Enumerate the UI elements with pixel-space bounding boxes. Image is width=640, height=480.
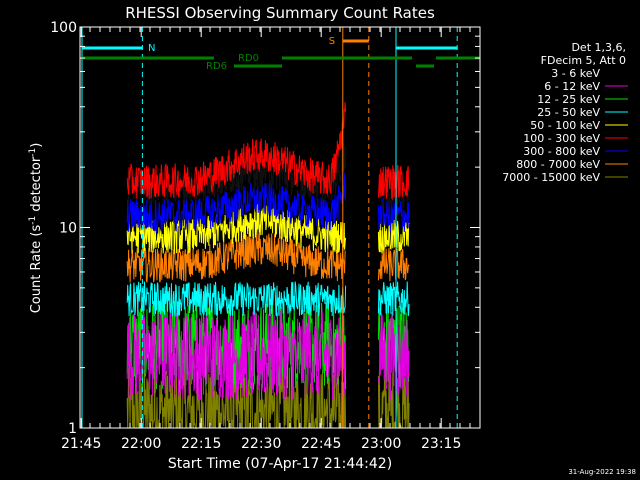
rd0-label: RD0: [238, 53, 259, 64]
y-label-part: Count Rate (s: [29, 225, 44, 314]
series-trace: [126, 281, 347, 318]
x-tick-label: 21:45: [61, 436, 101, 452]
y-label-part: detector: [29, 156, 44, 216]
legend-label: 100 - 300 keV: [523, 132, 600, 145]
y-tick-label: 1: [68, 421, 77, 437]
legend-header: FDecim 5, Att 0: [541, 54, 626, 67]
legend-label: 12 - 25 keV: [537, 93, 600, 106]
rd6-label: RD6: [206, 61, 227, 72]
x-tick-label: 22:30: [241, 436, 281, 452]
series-800-7000-kev: [126, 231, 410, 283]
chart-title: RHESSI Observing Summary Count Rates: [125, 4, 435, 22]
x-tick-label: 22:45: [301, 436, 341, 452]
x-axis-label: Start Time (07-Apr-17 21:44:42): [168, 456, 392, 472]
legend-header: Det 1,3,6,: [571, 41, 626, 54]
series-trace: [126, 231, 346, 283]
y-tick-label: 10: [59, 221, 77, 237]
legend-label: 300 - 800 keV: [523, 145, 600, 158]
x-tick-label: 23:00: [361, 436, 401, 452]
annotation-layer: N S RD0 RD6: [81, 27, 480, 428]
y-label-sup: -1: [28, 148, 38, 157]
legend-label: 7000 - 15000 keV: [502, 171, 600, 184]
series-trace: [377, 247, 410, 282]
series-trace: [126, 310, 347, 401]
legend-label: 800 - 7000 keV: [516, 158, 600, 171]
y-label-sup: -1: [28, 216, 38, 225]
x-tick-label: 22:00: [121, 436, 161, 452]
y-label-part: ): [29, 143, 44, 148]
series-trace: [126, 203, 347, 254]
series-trace: [377, 197, 410, 233]
legend-label: 6 - 12 keV: [544, 80, 600, 93]
y-tick-label: 100: [50, 20, 77, 36]
series-300-800-kev: [126, 172, 410, 233]
series-6-12-kev: [126, 310, 410, 401]
series-trace: [377, 281, 410, 317]
series-trace: [126, 172, 347, 233]
series-25-50-kev: [126, 281, 410, 318]
saa-label: S: [329, 36, 335, 47]
legend-label: 50 - 100 keV: [530, 119, 600, 132]
series-trace: [377, 164, 410, 201]
legend-label: 3 - 6 keV: [551, 67, 600, 80]
night-label: N: [148, 43, 155, 54]
data-layer: [126, 102, 410, 430]
x-tick-label: 23:15: [421, 436, 461, 452]
y-axis-label: Count Rate (s-1 detector-1): [28, 143, 44, 314]
series-trace: [126, 102, 347, 199]
x-tick-label: 22:15: [181, 436, 221, 452]
axis-layer: 21:45 22:00 22:15 22:30 22:45 23:00 23:15 1 10 10…: [50, 20, 481, 452]
series-100-300-kev: [126, 102, 410, 201]
series-trace: [377, 312, 410, 401]
legend-label: 25 - 50 keV: [537, 106, 600, 119]
timestamp: 31-Aug-2022 19:38: [568, 468, 636, 476]
